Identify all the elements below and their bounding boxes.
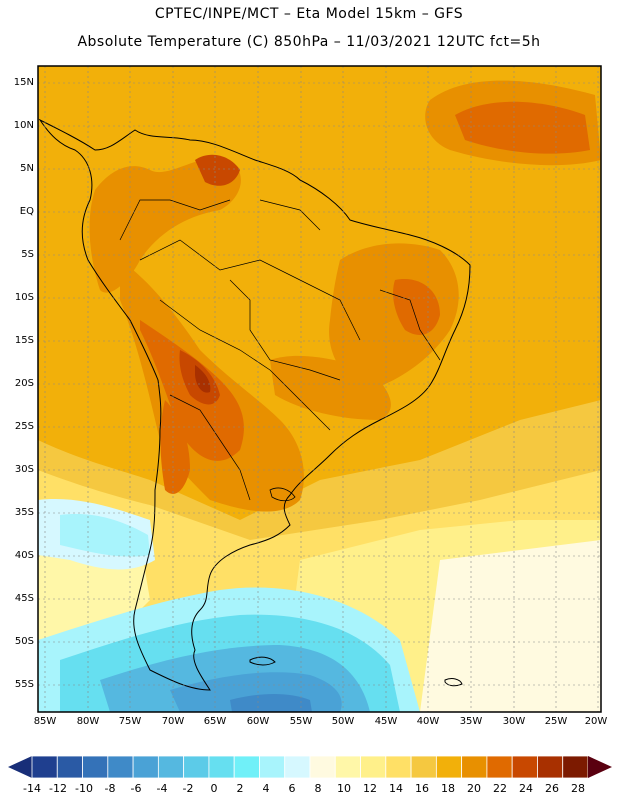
lat-label: EQ — [19, 206, 34, 217]
colorbar-label: 20 — [467, 782, 481, 795]
colorbar-cell — [385, 755, 412, 779]
colorbar-cell — [309, 755, 336, 779]
colorbar-label: -2 — [182, 782, 194, 795]
colorbar-cell — [31, 755, 58, 779]
colorbar-label: 18 — [441, 782, 455, 795]
colorbar-label: 2 — [236, 782, 244, 795]
lon-label: 80W — [76, 716, 100, 727]
country-borders — [119, 199, 441, 501]
colorbar-label: 14 — [389, 782, 403, 795]
lat-label: 20S — [14, 378, 34, 389]
colorbar-cell — [461, 755, 488, 779]
lat-label: 5N — [20, 163, 34, 174]
lon-label: 55W — [289, 716, 313, 727]
colorbar-cell — [208, 755, 235, 779]
lon-label: 60W — [246, 716, 270, 727]
colorbar-cell — [486, 755, 513, 779]
colorbar-label: 24 — [519, 782, 533, 795]
colorbar-left-arrow — [8, 756, 32, 778]
colorbar-label: 26 — [545, 782, 559, 795]
lon-label: 35W — [459, 716, 483, 727]
lat-label: 15N — [13, 77, 34, 88]
colorbar-label: 6 — [288, 782, 296, 795]
colorbar-cell — [82, 755, 109, 779]
colorbar-cell — [56, 755, 83, 779]
colorbar-label: 22 — [493, 782, 507, 795]
colorbar-label: -4 — [156, 782, 168, 795]
colorbar-cell — [334, 755, 361, 779]
colorbar-right-arrow — [588, 756, 612, 778]
coastline — [38, 118, 471, 691]
lat-label: 10S — [14, 292, 34, 303]
colorbar-label: -14 — [23, 782, 41, 795]
lon-label: 70W — [161, 716, 185, 727]
colorbar-cell — [183, 755, 210, 779]
lat-label: 10N — [13, 120, 34, 131]
lon-label: 75W — [118, 716, 142, 727]
colorbar-cell — [537, 755, 564, 779]
lat-label: 35S — [14, 507, 34, 518]
colorbar-label: -6 — [130, 782, 142, 795]
lat-label: 55S — [14, 679, 34, 690]
lon-label: 30W — [502, 716, 526, 727]
colorbar-cell — [157, 755, 185, 779]
lat-label: 15S — [14, 335, 34, 346]
lat-label: 50S — [14, 636, 34, 647]
colorbar-cell — [233, 755, 260, 779]
colorbar-cell — [284, 755, 311, 779]
warm-brazil-ne — [329, 243, 459, 390]
lon-label: 45W — [374, 716, 398, 727]
map-frame — [37, 65, 602, 713]
colorbar-label: 8 — [314, 782, 322, 795]
colorbar-cell — [107, 755, 134, 779]
colorbar — [8, 755, 612, 779]
lat-label: 25S — [14, 421, 34, 432]
lat-label: 5S — [21, 249, 34, 260]
colorbar-cell — [410, 755, 437, 779]
lat-label: 30S — [14, 464, 34, 475]
colorbar-cell — [562, 755, 589, 779]
lat-label: 40S — [14, 550, 34, 561]
colorbar-label: -10 — [75, 782, 93, 795]
colorbar-label: 4 — [262, 782, 270, 795]
temperature-field — [38, 66, 601, 712]
lon-label: 65W — [203, 716, 227, 727]
colorbar-label: 12 — [363, 782, 377, 795]
lon-label: 25W — [544, 716, 568, 727]
title-line-2: Absolute Temperature (C) 850hPa – 11/03/… — [77, 34, 541, 50]
colorbar-cell — [511, 755, 538, 779]
colorbar-cell — [259, 755, 286, 779]
colorbar-label: -8 — [104, 782, 116, 795]
lon-label: 50W — [331, 716, 355, 727]
colorbar-cell — [435, 755, 463, 779]
colorbar-label: 16 — [415, 782, 429, 795]
colorbar-label: -12 — [49, 782, 67, 795]
colorbar-label: 10 — [337, 782, 351, 795]
lat-label: 45S — [14, 593, 34, 604]
colorbar-label: 28 — [571, 782, 585, 795]
colorbar-cell — [360, 755, 387, 779]
colorbar-label: 0 — [210, 782, 218, 795]
lon-label: 40W — [416, 716, 440, 727]
lon-label: 85W — [33, 716, 57, 727]
warm-andes-north — [89, 157, 241, 293]
title-line-1: CPTEC/INPE/MCT – Eta Model 15km – GFS — [154, 6, 464, 22]
graticule — [38, 66, 601, 712]
colorbar-cell — [132, 755, 159, 779]
lon-label: 20W — [584, 716, 608, 727]
